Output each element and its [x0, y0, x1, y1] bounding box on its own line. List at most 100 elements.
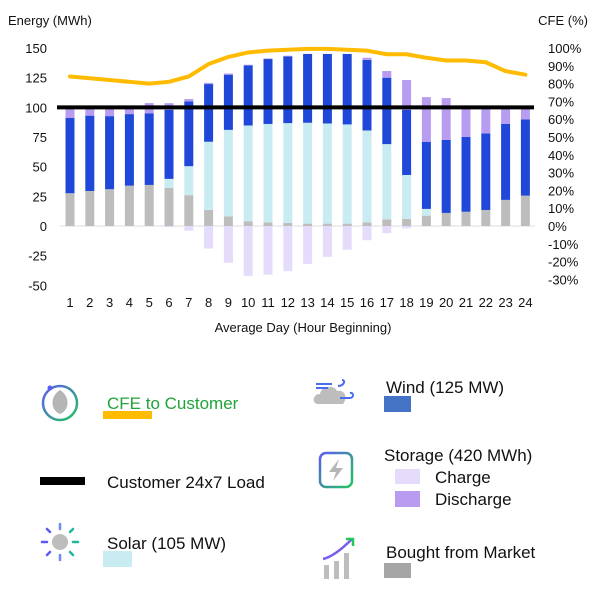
bar-bought-from-market	[421, 215, 431, 226]
y2-tick-label: 90%	[548, 59, 574, 74]
y-tick-label: 150	[25, 41, 47, 56]
y2-tick-label: 80%	[548, 77, 574, 92]
legend-solar-label: Solar (105 MW)	[107, 534, 227, 553]
bar-discharge	[105, 107, 115, 117]
bar-charge	[283, 226, 293, 272]
y2-tick-label: 20%	[548, 183, 574, 198]
bar-wind-125-mw-	[283, 56, 293, 124]
bar-bought-from-market	[362, 222, 372, 226]
legend-discharge-swatch	[395, 491, 420, 507]
bar-bought-from-market	[204, 209, 214, 226]
bar-wind-125-mw-	[402, 109, 412, 175]
bar-discharge	[421, 97, 431, 142]
cfe-line	[68, 46, 528, 86]
bar-discharge	[362, 57, 372, 60]
x-tick-label: 16	[360, 295, 374, 310]
x-tick-label: 21	[459, 295, 473, 310]
bar-discharge	[65, 107, 75, 119]
bar-discharge	[263, 58, 273, 60]
legend-wind-label: Wind (125 MW)	[386, 378, 505, 397]
bar-wind-125-mw-	[164, 109, 174, 179]
x-tick-label: 7	[185, 295, 192, 310]
bar-bought-from-market	[65, 193, 75, 226]
bar-wind-125-mw-	[223, 74, 233, 130]
bar-bought-from-market	[461, 211, 471, 226]
y2-tick-label: -10%	[548, 237, 579, 252]
legend-solar-swatch	[103, 551, 132, 567]
bar-solar-105-mw-	[223, 129, 233, 217]
cfe-leaf-icon	[41, 384, 79, 422]
bar-wind-125-mw-	[481, 133, 491, 210]
x-tick-label: 4	[126, 295, 133, 310]
legend-market-label: Bought from Market	[386, 543, 536, 562]
bar-wind-125-mw-	[85, 115, 95, 191]
y2-tick-label: -20%	[548, 255, 579, 270]
x-tick-label: 10	[241, 295, 255, 310]
bar-bought-from-market	[441, 212, 451, 226]
bar-charge	[402, 226, 412, 229]
bar-solar-105-mw-	[263, 123, 273, 223]
bar-discharge	[441, 98, 451, 140]
legend-market-swatch	[384, 563, 411, 578]
bar-wind-125-mw-	[322, 53, 332, 124]
bar-discharge	[223, 73, 233, 75]
y2-tick-label: 60%	[548, 112, 574, 127]
x-tick-label: 23	[498, 295, 512, 310]
bar-wind-125-mw-	[362, 59, 372, 131]
x-tick-label: 15	[340, 295, 354, 310]
bar-wind-125-mw-	[303, 53, 313, 123]
bar-charge	[322, 226, 332, 257]
y2-tick-label: 30%	[548, 166, 574, 181]
y2-axis-title: CFE (%)	[538, 13, 588, 28]
bar-wind-125-mw-	[243, 65, 253, 126]
bar-solar-105-mw-	[362, 130, 372, 223]
x-tick-label: 19	[419, 295, 433, 310]
bar-solar-105-mw-	[204, 141, 214, 210]
y-tick-label: 25	[33, 189, 47, 204]
bar-solar-105-mw-	[164, 178, 174, 189]
bar-bought-from-market	[322, 223, 332, 226]
bar-solar-105-mw-	[342, 124, 352, 224]
bar-charge	[184, 226, 194, 231]
bar-solar-105-mw-	[322, 123, 332, 224]
y-tick-label: 50	[33, 160, 47, 175]
bar-discharge	[520, 107, 530, 120]
bar-wind-125-mw-	[124, 114, 134, 186]
bar-wind-125-mw-	[382, 77, 392, 145]
bar-wind-125-mw-	[263, 59, 273, 124]
bar-wind-125-mw-	[342, 53, 352, 125]
x-tick-label: 24	[518, 295, 532, 310]
bar-discharge	[85, 107, 95, 116]
chart-plot: Energy (MWh) CFE (%) Average Day (Hour B…	[8, 13, 588, 335]
sun-icon	[40, 522, 80, 562]
bar-bought-from-market	[263, 222, 273, 226]
x-tick-label: 3	[106, 295, 113, 310]
bar-discharge	[124, 107, 134, 115]
bar-solar-105-mw-	[184, 166, 194, 196]
x-axis-title: Average Day (Hour Beginning)	[215, 320, 392, 335]
bar-discharge	[481, 107, 491, 134]
y-tick-label: 100	[25, 100, 47, 115]
bar-wind-125-mw-	[501, 123, 511, 200]
y2-tick-label: 0%	[548, 219, 567, 234]
y2-tick-label: -30%	[548, 272, 579, 287]
bar-bought-from-market	[105, 189, 115, 226]
bar-bought-from-market	[184, 195, 194, 226]
bar-wind-125-mw-	[441, 139, 451, 213]
legend-cfe-label: CFE to Customer	[107, 394, 239, 413]
y-tick-label: 75	[33, 130, 47, 145]
legend-cfe-swatch	[103, 411, 152, 419]
x-tick-label: 13	[300, 295, 314, 310]
y2-tick-label: 40%	[548, 148, 574, 163]
bar-solar-105-mw-	[402, 174, 412, 219]
bar-discharge	[184, 99, 194, 102]
x-tick-label: 8	[205, 295, 212, 310]
y-tick-label: 0	[40, 219, 47, 234]
bar-charge	[223, 226, 233, 263]
bar-bought-from-market	[85, 190, 95, 226]
bar-bought-from-market	[283, 223, 293, 226]
bar-charge	[382, 226, 392, 234]
bar-charge	[263, 226, 273, 275]
storage-bolt-icon	[318, 451, 354, 489]
